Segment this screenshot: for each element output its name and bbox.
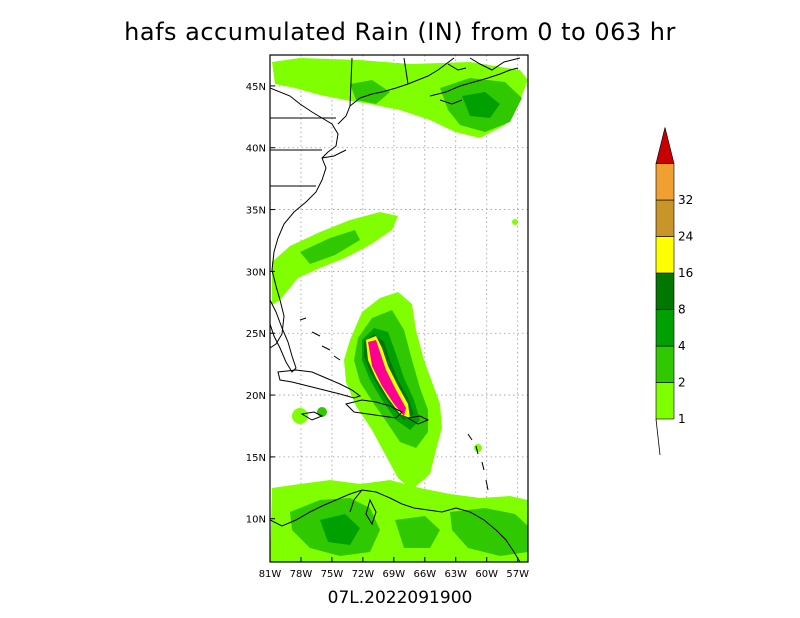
lon-tick-label: 63W bbox=[444, 569, 467, 580]
lat-tick-label: 10N bbox=[246, 515, 266, 526]
lat-tick-label: 20N bbox=[246, 391, 266, 402]
plot-title: hafs accumulated Rain (IN) from 0 to 063… bbox=[124, 18, 676, 46]
run-label: 07L.2022091900 bbox=[327, 588, 473, 608]
colorbar-label: 16 bbox=[678, 266, 693, 280]
colorbar-label: 1 bbox=[678, 412, 686, 426]
colorbar-label: 2 bbox=[678, 376, 686, 390]
colorbar-box bbox=[655, 345, 675, 383]
lat-tick-label: 35N bbox=[246, 206, 266, 217]
colorbar-label: 24 bbox=[678, 230, 693, 244]
lat-tick-labels: 10N 15N 20N 25N 30N 35N 40N 45N bbox=[246, 82, 275, 526]
lat-tick-label: 30N bbox=[246, 267, 266, 278]
colorbar-bottom-tail bbox=[655, 418, 661, 456]
lon-tick-label: 78W bbox=[290, 569, 313, 580]
colorbar-label: 8 bbox=[678, 303, 686, 317]
colorbar-box bbox=[655, 236, 675, 274]
coastlines bbox=[270, 57, 521, 562]
lon-tick-label: 66W bbox=[413, 569, 436, 580]
colorbar-box bbox=[655, 272, 675, 310]
lon-tick-labels: 81W 78W 75W 72W 69W 66W 63W 60W 57W bbox=[259, 557, 529, 580]
lat-tick-label: 15N bbox=[246, 453, 266, 464]
lon-tick-label: 60W bbox=[475, 569, 498, 580]
lon-tick-label: 75W bbox=[321, 569, 344, 580]
lon-tick-label: 81W bbox=[259, 569, 282, 580]
lat-tick-label: 25N bbox=[246, 329, 266, 340]
lon-tick-label: 57W bbox=[506, 569, 529, 580]
lon-tick-label: 72W bbox=[352, 569, 375, 580]
colorbar-box bbox=[655, 163, 675, 201]
lon-tick-label: 69W bbox=[383, 569, 406, 580]
lat-tick-label: 40N bbox=[246, 144, 266, 155]
colorbar-box bbox=[655, 382, 675, 420]
colorbar-box bbox=[655, 309, 675, 347]
lat-tick-label: 45N bbox=[246, 82, 266, 93]
colorbar-box bbox=[655, 199, 675, 237]
colorbar-label: 32 bbox=[678, 193, 693, 207]
map-frame bbox=[269, 54, 529, 563]
colorbar-label: 4 bbox=[678, 339, 686, 353]
colorbar-top-triangle bbox=[655, 127, 675, 164]
